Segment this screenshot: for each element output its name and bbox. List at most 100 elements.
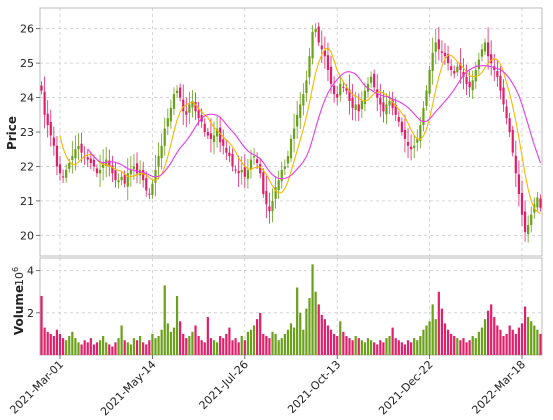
- candle-body: [413, 145, 416, 149]
- x-tick-label: 2022-Mar-18: [469, 358, 528, 416]
- volume-bar: [145, 344, 148, 355]
- candle-body: [336, 94, 339, 98]
- candle-body: [342, 86, 345, 88]
- volume-bar: [179, 321, 182, 355]
- volume-bar: [172, 327, 176, 355]
- candle-body: [428, 70, 431, 94]
- candle-body: [453, 71, 456, 74]
- candle-body: [129, 169, 132, 175]
- volume-bar: [71, 331, 74, 355]
- candle-body: [43, 91, 46, 115]
- candle-body: [329, 66, 333, 84]
- volume-bar: [413, 338, 416, 355]
- candle-body: [265, 190, 268, 205]
- candle-body: [240, 169, 243, 173]
- volume-bar: [280, 338, 283, 355]
- candle-body: [40, 85, 43, 91]
- volume-bar: [175, 295, 179, 355]
- candle-body: [95, 168, 99, 174]
- volume-bar: [157, 336, 160, 355]
- candle-body: [394, 104, 397, 115]
- price-tick-label: 26: [20, 23, 34, 36]
- volume-tick-label: 2: [27, 307, 34, 320]
- candle-body: [351, 97, 354, 108]
- candle-body: [252, 156, 256, 158]
- volume-scale-label: 106: [11, 267, 26, 286]
- volume-bar: [222, 338, 225, 355]
- candle-body: [243, 166, 246, 177]
- volume-bar: [360, 340, 363, 355]
- candle-body: [450, 66, 453, 70]
- volume-bar: [477, 331, 480, 355]
- volume-bar: [450, 333, 453, 355]
- candle-body: [326, 55, 330, 70]
- volume-bar: [240, 336, 243, 355]
- x-tick-label: 2021-Dec-22: [376, 358, 436, 416]
- volume-bar: [317, 304, 320, 355]
- candle-body: [333, 85, 336, 95]
- candle-body: [385, 104, 388, 115]
- price-tick-label: 21: [20, 195, 34, 208]
- candle-body: [157, 156, 160, 167]
- candle-body: [280, 169, 283, 182]
- candle-body: [277, 180, 280, 191]
- volume-bar: [514, 333, 517, 355]
- volume-bar: [329, 329, 333, 355]
- candle-body: [520, 192, 524, 215]
- candle-body: [194, 102, 197, 112]
- volume-bar: [151, 333, 154, 355]
- candle-body: [437, 39, 440, 50]
- candle-body: [135, 163, 139, 174]
- volume-bar: [43, 327, 46, 355]
- candle-body: [179, 87, 182, 98]
- candle-body: [163, 128, 166, 146]
- candle-body: [517, 174, 521, 194]
- volume-bar: [505, 333, 508, 355]
- candle-body: [92, 159, 96, 167]
- volume-bar: [114, 342, 117, 355]
- volume-bar: [400, 342, 403, 355]
- volume-bar: [468, 340, 471, 355]
- candle-body: [55, 145, 59, 167]
- candle-body: [169, 107, 172, 122]
- candle-body: [117, 180, 120, 183]
- volume-bar: [416, 340, 419, 355]
- candle-body: [373, 73, 376, 88]
- volume-bar: [185, 338, 188, 355]
- candle-body: [126, 173, 129, 187]
- price-tick-label: 20: [20, 229, 34, 242]
- volume-bar: [323, 319, 326, 355]
- candle-body: [403, 129, 407, 139]
- volume-bar: [403, 344, 407, 355]
- volume-bar: [314, 291, 317, 355]
- volume-bar: [83, 340, 86, 355]
- candle-body: [102, 163, 105, 168]
- candle-body: [268, 206, 271, 212]
- volume-bar: [117, 338, 120, 355]
- candle-body: [499, 75, 502, 91]
- volume-bar: [61, 338, 65, 355]
- volume-bar: [446, 329, 450, 355]
- candle-body: [419, 125, 422, 141]
- candle-body: [502, 87, 505, 105]
- volume-bar: [191, 331, 194, 355]
- volume-bar: [366, 338, 370, 355]
- candle-body: [514, 155, 517, 174]
- candle-body: [422, 107, 425, 126]
- candle-body: [65, 169, 68, 178]
- volume-bar: [283, 333, 286, 355]
- candle-body: [397, 116, 400, 122]
- candle-body: [209, 133, 213, 139]
- candle-body: [86, 157, 89, 160]
- volume-bar: [68, 336, 71, 355]
- volume-bar: [89, 338, 92, 355]
- candle-body: [80, 143, 83, 153]
- volume-bar: [249, 329, 253, 355]
- volume-scale-exponent: 6: [11, 267, 20, 272]
- volume-bar: [333, 333, 336, 355]
- candle-body: [483, 42, 487, 52]
- volume-bar: [188, 336, 191, 355]
- volume-bar: [533, 325, 536, 355]
- volume-bar: [354, 336, 357, 355]
